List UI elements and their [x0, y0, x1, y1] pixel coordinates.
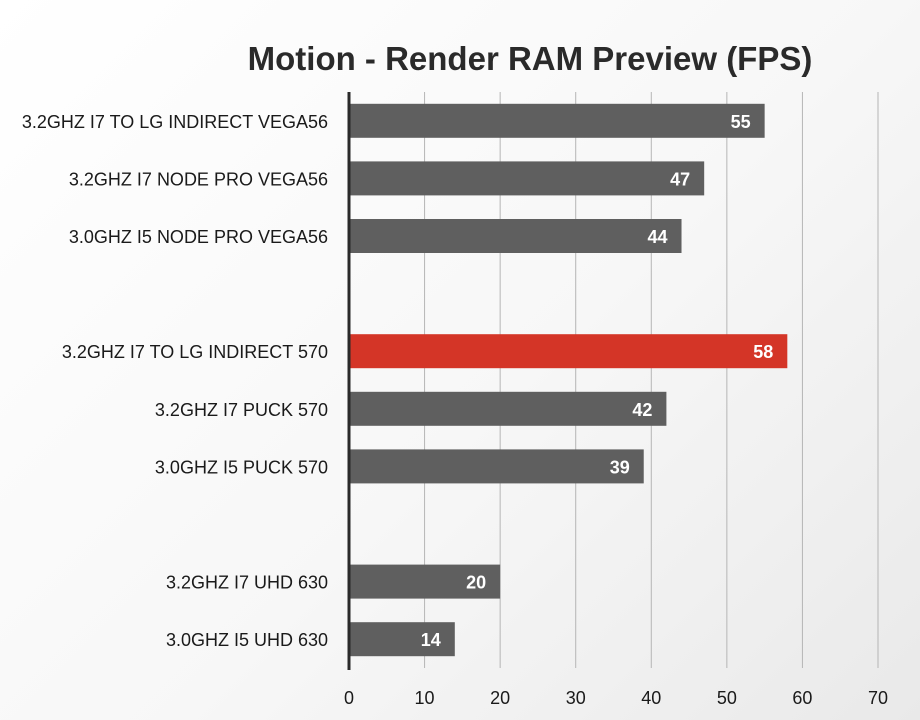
- bar: [349, 564, 501, 599]
- bar: [349, 103, 765, 138]
- data-label: 55: [731, 112, 751, 132]
- data-label: 58: [753, 342, 773, 362]
- data-label: 47: [670, 169, 690, 189]
- x-tick-label: 30: [566, 688, 586, 708]
- category-label: 3.0GHZ I5 UHD 630: [166, 630, 328, 650]
- bar: [349, 449, 644, 484]
- category-label: 3.2GHZ I7 TO LG INDIRECT 570: [62, 342, 328, 362]
- x-tick-label: 50: [717, 688, 737, 708]
- data-label: 39: [610, 457, 630, 477]
- category-label: 3.0GHZ I5 NODE PRO VEGA56: [69, 227, 328, 247]
- bar: [349, 622, 455, 657]
- bar: [349, 161, 705, 196]
- data-label: 44: [647, 227, 667, 247]
- category-label: 3.2GHZ I7 PUCK 570: [155, 400, 328, 420]
- data-label: 20: [466, 573, 486, 593]
- bar: [349, 334, 788, 369]
- x-tick-label: 60: [792, 688, 812, 708]
- category-label: 3.2GHZ I7 UHD 630: [166, 573, 328, 593]
- category-label: 3.0GHZ I5 PUCK 570: [155, 457, 328, 477]
- category-label: 3.2GHZ I7 NODE PRO VEGA56: [69, 169, 328, 189]
- x-tick-label: 40: [641, 688, 661, 708]
- data-label: 42: [632, 400, 652, 420]
- bar: [349, 219, 682, 253]
- category-label: 3.2GHZ I7 TO LG INDIRECT VEGA56: [22, 112, 328, 132]
- x-tick-label: 0: [344, 688, 354, 708]
- x-tick-label: 10: [415, 688, 435, 708]
- x-tick-label: 20: [490, 688, 510, 708]
- x-tick-label: 70: [868, 688, 888, 708]
- bar: [349, 391, 667, 426]
- data-label: 14: [421, 630, 441, 650]
- chart-title: Motion - Render RAM Preview (FPS): [247, 40, 813, 77]
